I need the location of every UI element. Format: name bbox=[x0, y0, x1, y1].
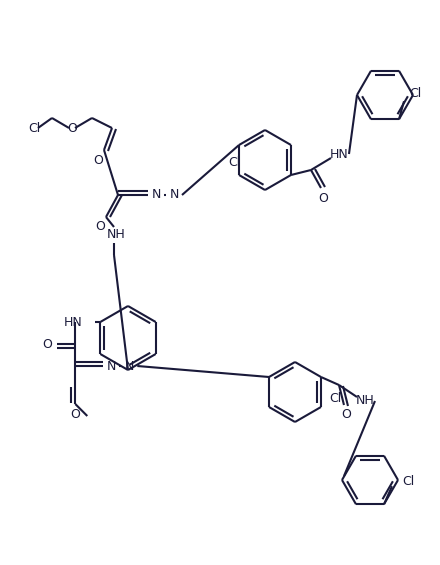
Text: O: O bbox=[42, 337, 52, 350]
Text: Cl: Cl bbox=[28, 121, 40, 134]
Text: Cl: Cl bbox=[409, 87, 421, 100]
Text: NH: NH bbox=[106, 228, 125, 241]
Text: O: O bbox=[318, 192, 328, 205]
Text: Cl: Cl bbox=[402, 475, 414, 488]
Text: N: N bbox=[169, 189, 179, 202]
Text: O: O bbox=[95, 220, 105, 233]
Text: HN: HN bbox=[63, 315, 82, 328]
Text: Cl: Cl bbox=[329, 393, 341, 406]
Text: Cl: Cl bbox=[228, 157, 240, 170]
Text: O: O bbox=[67, 121, 77, 134]
Text: N: N bbox=[106, 359, 116, 372]
Text: N: N bbox=[125, 359, 134, 372]
Text: N: N bbox=[151, 189, 161, 202]
Text: HN: HN bbox=[330, 147, 348, 160]
Text: O: O bbox=[93, 154, 103, 167]
Text: O: O bbox=[341, 408, 351, 421]
Text: NH: NH bbox=[356, 394, 374, 407]
Text: O: O bbox=[70, 407, 80, 420]
